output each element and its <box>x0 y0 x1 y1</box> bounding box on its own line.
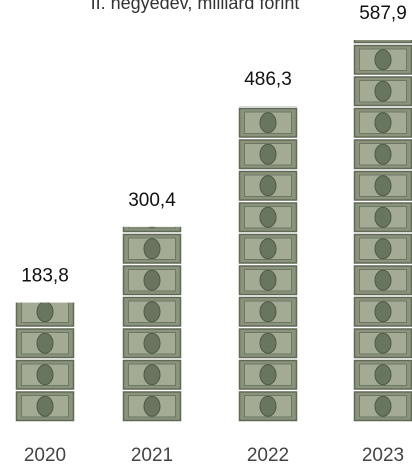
bar <box>353 40 412 422</box>
chart-title: II. negyedév, milliárd forint <box>91 0 300 13</box>
bar <box>15 302 75 422</box>
x-tick-label: 2022 <box>247 445 289 466</box>
x-tick-label: 2020 <box>24 445 66 466</box>
bar <box>122 226 182 422</box>
x-tick-label: 2021 <box>131 445 173 466</box>
bar <box>238 106 298 423</box>
x-tick-label: 2023 <box>362 445 404 466</box>
value-label: 486,3 <box>244 69 292 90</box>
value-label: 587,9 <box>359 3 407 24</box>
value-label: 300,4 <box>128 190 176 211</box>
value-label: 183,8 <box>21 266 69 287</box>
